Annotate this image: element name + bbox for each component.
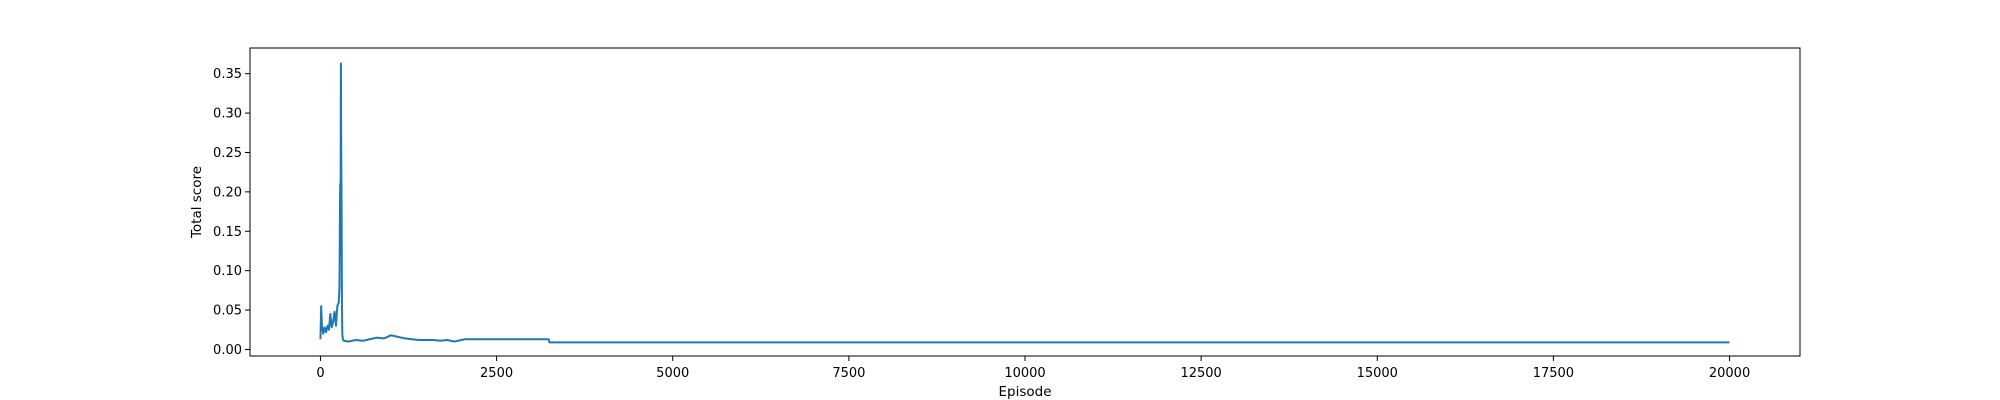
- x-tick-label: 12500: [1180, 366, 1221, 381]
- x-tick-label: 7500: [832, 366, 865, 381]
- x-tick-label: 0: [316, 366, 324, 381]
- x-axis-ticks: 0 2500 5000 7500 10000 12500 15000 17500 20000: [316, 356, 1750, 381]
- series-line: [319, 62, 1730, 344]
- y-tick-label: 0.05: [213, 304, 242, 319]
- x-axis-title: Episode: [998, 384, 1051, 400]
- x-tick-label: 20000: [1709, 366, 1750, 381]
- x-tick-label: 10000: [1004, 366, 1045, 381]
- y-tick-label: 0.30: [213, 107, 242, 122]
- x-tick-label: 15000: [1357, 366, 1398, 381]
- y-axis-ticks: 0.00 0.05 0.10 0.15 0.20 0.25 0.30 0.35: [213, 67, 250, 358]
- y-tick-label: 0.10: [213, 264, 242, 279]
- y-axis-title: Total score: [189, 166, 205, 239]
- x-tick-label: 2500: [480, 366, 513, 381]
- y-tick-label: 0.20: [213, 185, 242, 200]
- x-tick-label: 5000: [656, 366, 689, 381]
- plot-frame: [249, 47, 1801, 357]
- y-tick-label: 0.35: [213, 67, 242, 82]
- y-tick-label: 0.00: [213, 343, 242, 358]
- x-tick-label: 17500: [1533, 366, 1574, 381]
- y-tick-label: 0.15: [213, 225, 242, 240]
- y-tick-label: 0.25: [213, 146, 242, 161]
